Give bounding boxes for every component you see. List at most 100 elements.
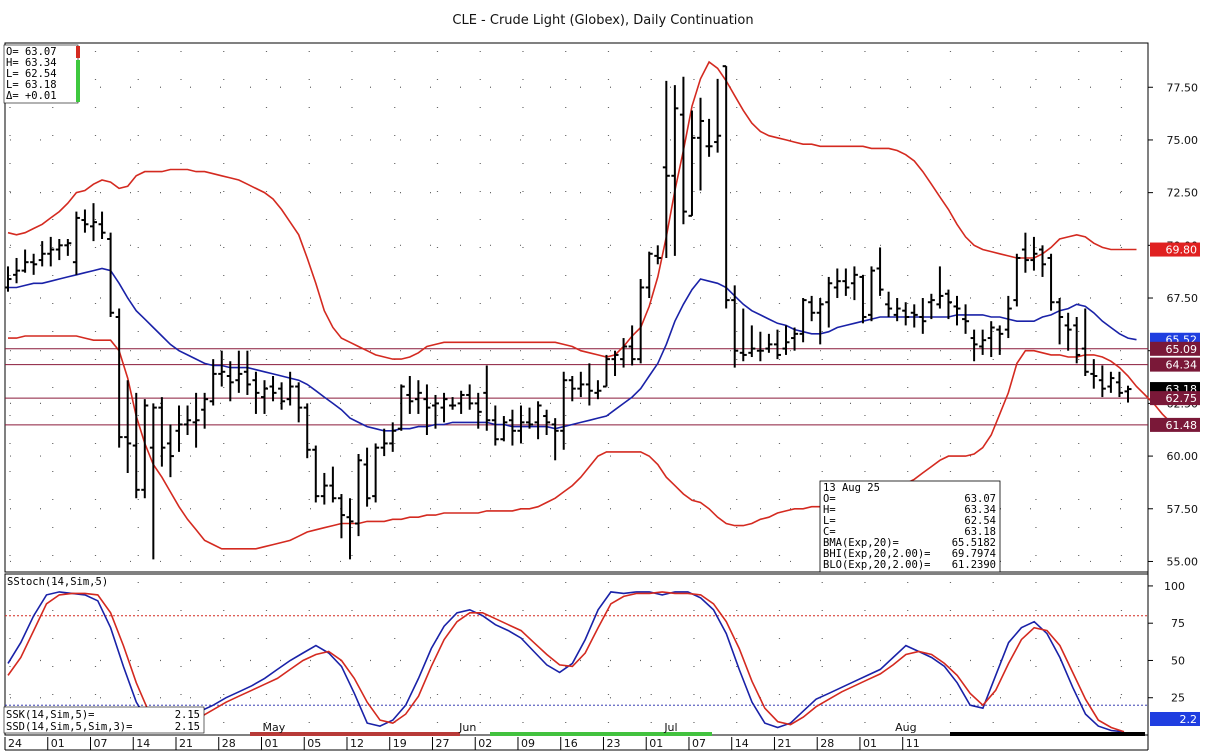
date-tick-label: 19 bbox=[393, 737, 407, 750]
ohlc-bar bbox=[414, 380, 422, 414]
stoch-text: SStoch(14,Sim,5) SSK(14,Sim,5)= 2.15 SSD… bbox=[3, 576, 1200, 734]
date-tick-label: 27 bbox=[435, 737, 449, 750]
info-label: C= bbox=[823, 526, 836, 538]
ohlc-line: L= 62.54 bbox=[6, 68, 57, 80]
date-tick-label: 01 bbox=[649, 737, 663, 750]
ssk-value: 2.15 bbox=[175, 709, 200, 721]
date-tick-label: 28 bbox=[222, 737, 236, 750]
ohlc-bar bbox=[970, 329, 978, 362]
date-tick-label: 16 bbox=[564, 737, 578, 750]
info-box: 13 Aug 25 O= 63.07 H= 63.34 L= 62.54 C= … bbox=[819, 480, 1001, 573]
month-label: Aug bbox=[895, 721, 916, 734]
ohlc-bar bbox=[628, 325, 636, 366]
ohlc-bar bbox=[89, 203, 97, 242]
ohlc-bar bbox=[483, 365, 491, 431]
ohlc-bar bbox=[756, 331, 764, 362]
price-tick-label: 67.50 bbox=[1167, 292, 1199, 305]
ohlc-bar bbox=[372, 443, 380, 503]
ohlc-bar bbox=[449, 397, 457, 410]
ohlc-bar bbox=[1056, 298, 1064, 345]
ohlc-bar bbox=[4, 266, 12, 292]
ohlc-bar bbox=[697, 97, 705, 191]
date-tick-label: 11 bbox=[906, 737, 920, 750]
date-tick-label: 01 bbox=[51, 737, 65, 750]
ohlc-bar bbox=[355, 453, 363, 537]
ohlc-bar bbox=[30, 253, 38, 275]
stoch-label: SStoch(14,Sim,5) bbox=[7, 576, 108, 588]
ohlc-bar bbox=[962, 304, 970, 334]
info-value: 63.07 bbox=[964, 493, 996, 505]
ohlc-bar bbox=[184, 405, 192, 436]
ohlc-bar bbox=[47, 236, 55, 267]
ohlc-bar bbox=[295, 382, 303, 423]
ohlc-bar bbox=[662, 80, 670, 258]
ohlc-bar bbox=[953, 295, 961, 326]
ohlc-bar bbox=[380, 428, 388, 457]
info-label: H= bbox=[823, 504, 836, 516]
ohlc-bar bbox=[192, 392, 200, 448]
info-label: L= bbox=[823, 515, 836, 527]
info-label: BHI(Exp,20,2.00)= bbox=[823, 548, 930, 560]
ohlc-bar bbox=[226, 361, 234, 402]
ohlc-bar bbox=[491, 405, 499, 446]
ohlc-bar bbox=[568, 375, 576, 402]
ssk-label: SSK(14,Sim,5)= bbox=[6, 709, 95, 721]
ohlc-bar bbox=[38, 241, 46, 267]
stoch-tick-label: 50 bbox=[1171, 654, 1185, 667]
ohlc-bar bbox=[868, 266, 876, 322]
date-tick-label: 14 bbox=[136, 737, 150, 750]
info-label: BMA(Exp,20)= bbox=[823, 537, 899, 549]
ohlc-bar bbox=[508, 409, 516, 446]
level-badge-text: 62.75 bbox=[1166, 392, 1198, 405]
level-badge bbox=[1150, 417, 1200, 432]
ohlc-bar bbox=[987, 321, 995, 358]
info-label: BLO(Exp,20,2.00)= bbox=[823, 559, 930, 571]
ohlc-bar bbox=[825, 276, 833, 328]
info-value: 61.2390 bbox=[952, 559, 996, 571]
ohlc-bar bbox=[1090, 359, 1098, 389]
ohlc-bar bbox=[679, 76, 687, 225]
ohlc-bar bbox=[893, 298, 901, 322]
ohlc-bar bbox=[209, 359, 217, 406]
date-axis: 24 01 07 14 21 28 01 05 12 19 27 02 09 16 23 01 07 14 21 28… bbox=[4, 721, 1148, 751]
ohlc-bar bbox=[611, 350, 619, 376]
ohlc-line: L= 63.18 bbox=[6, 79, 57, 91]
ohlc-bar bbox=[919, 298, 927, 334]
ohlc-bar bbox=[55, 239, 63, 261]
ohlc-bar bbox=[218, 350, 226, 387]
date-tick-label: 21 bbox=[777, 737, 791, 750]
date-tick-label: 01 bbox=[863, 737, 877, 750]
ohlc-bar bbox=[534, 401, 542, 440]
info-value: 65.5182 bbox=[952, 537, 996, 549]
ohlc-bar bbox=[278, 382, 286, 410]
ohlc-bar bbox=[132, 392, 140, 499]
ohlc-bar bbox=[748, 325, 756, 358]
ohlc-bar bbox=[431, 394, 439, 429]
level-badge-text: 69.80 bbox=[1166, 244, 1198, 257]
price-tick-label: 77.50 bbox=[1167, 81, 1199, 94]
ohlc-bar bbox=[927, 293, 935, 320]
level-badge-text: 64.34 bbox=[1166, 359, 1198, 372]
ohlc-bar bbox=[346, 498, 354, 560]
level-badge bbox=[1150, 391, 1200, 406]
ohlc-bar bbox=[175, 405, 183, 452]
date-tick-label: 09 bbox=[521, 737, 535, 750]
ohlc-bar bbox=[705, 118, 713, 157]
ohlc-line: H= 63.34 bbox=[6, 57, 57, 69]
ohlc-bar bbox=[201, 392, 209, 429]
ohlc-bar bbox=[149, 403, 157, 560]
stoch-tick-label: 75 bbox=[1171, 617, 1185, 630]
ohlc-bar bbox=[1004, 295, 1012, 339]
ohlc-bar bbox=[842, 268, 850, 296]
ohlc-bar bbox=[671, 85, 679, 256]
ohlc-bar bbox=[1021, 232, 1029, 273]
level-badge-text: 65.09 bbox=[1166, 343, 1198, 356]
ohlc-bar bbox=[517, 405, 525, 444]
ohlc-line: O= 63.07 bbox=[6, 46, 57, 58]
ohlc-bar bbox=[688, 110, 696, 217]
ohlc-bar bbox=[594, 380, 602, 400]
stoch-badge bbox=[1150, 712, 1200, 726]
ohlc-bar bbox=[64, 239, 72, 256]
